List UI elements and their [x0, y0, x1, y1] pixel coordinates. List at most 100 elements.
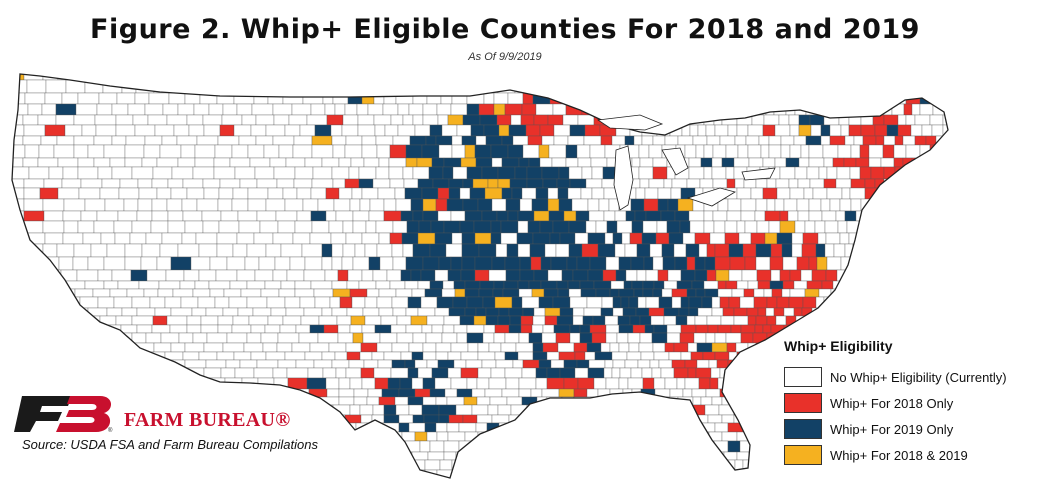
county-cell — [281, 79, 298, 94]
county-cell — [375, 166, 390, 180]
county-cell — [62, 210, 82, 222]
county-cell — [422, 351, 437, 361]
county-cell — [388, 157, 407, 168]
county-cell — [37, 377, 59, 390]
county-cell — [12, 198, 25, 212]
county-cell — [109, 351, 131, 361]
county-cell — [953, 270, 964, 281]
county-cell — [517, 351, 534, 361]
county-cell — [161, 135, 178, 146]
county-cell — [546, 351, 560, 361]
county-cell — [519, 269, 535, 282]
county-cell — [133, 459, 154, 471]
county-cell — [763, 114, 780, 126]
county-cell — [548, 210, 565, 222]
county-cell — [713, 440, 729, 453]
county-cell — [521, 367, 537, 379]
county-cell — [328, 342, 347, 353]
county-cell — [844, 296, 858, 309]
county-cell — [625, 422, 637, 433]
county-cell — [557, 187, 569, 200]
county-cell — [446, 396, 465, 406]
county-cell — [218, 220, 240, 234]
county-cell — [561, 459, 580, 471]
county-cell — [446, 198, 464, 212]
county-cell — [617, 315, 631, 326]
county-cell — [260, 288, 280, 298]
county-cell — [282, 315, 302, 326]
county-cell — [257, 459, 277, 471]
county-cell — [614, 243, 626, 258]
county-cell — [826, 256, 842, 271]
county-cell — [709, 377, 719, 390]
county-cell — [138, 62, 152, 71]
county-cell — [299, 296, 316, 309]
county-cell — [947, 232, 948, 245]
county-cell — [269, 157, 287, 168]
county-cell — [618, 451, 635, 461]
county-cell — [184, 459, 203, 471]
county-cell — [93, 157, 111, 168]
county-cell — [865, 243, 875, 258]
county-cell — [422, 79, 439, 94]
farm-bureau-wordmark: FARM BUREAU® — [124, 409, 291, 431]
county-cell — [618, 342, 630, 353]
county-cell — [441, 124, 458, 137]
county-cell — [489, 451, 504, 461]
county-cell — [694, 315, 708, 326]
county-cell — [229, 157, 251, 168]
county-cell — [722, 307, 735, 317]
county-cell — [330, 232, 347, 245]
county-cell — [390, 367, 409, 379]
county-cell — [467, 79, 482, 94]
county-cell — [896, 307, 909, 317]
county-cell — [461, 232, 476, 245]
county-cell — [81, 124, 97, 137]
county-cell — [391, 296, 409, 309]
county-cell — [460, 157, 477, 168]
county-cell — [858, 469, 868, 478]
county-cell — [417, 232, 436, 245]
county-cell — [782, 256, 798, 271]
county-cell — [762, 324, 772, 334]
county-cell — [23, 187, 41, 200]
county-cell — [481, 166, 499, 180]
county-cell — [698, 377, 711, 390]
county-cell — [218, 187, 234, 200]
county-cell — [955, 62, 968, 71]
county-cell — [649, 359, 660, 369]
county-cell — [72, 377, 95, 390]
county-cell — [676, 377, 686, 390]
county-cell — [633, 288, 644, 298]
county-cell — [423, 74, 436, 81]
county-cell — [747, 144, 762, 159]
county-cell — [788, 296, 804, 309]
county-cell — [928, 243, 944, 258]
county-cell — [390, 114, 404, 126]
county-cell — [820, 198, 831, 212]
county-cell — [427, 451, 445, 461]
county-cell — [12, 451, 25, 461]
county-cell — [374, 324, 392, 334]
county-cell — [874, 307, 886, 317]
county-cell — [289, 414, 311, 424]
county-cell — [740, 324, 756, 334]
county-cell — [504, 332, 520, 344]
county-cell — [454, 288, 466, 298]
county-cell — [62, 166, 79, 180]
county-cell — [437, 114, 449, 126]
county-cell — [431, 157, 445, 168]
legend-item-2018: Whip+ For 2018 Only — [784, 390, 1054, 416]
county-cell — [405, 144, 423, 159]
county-cell — [726, 210, 742, 222]
county-cell — [166, 315, 188, 326]
county-cell — [132, 114, 149, 126]
county-cell — [375, 280, 391, 290]
county-cell — [958, 289, 973, 297]
county-cell — [731, 288, 745, 298]
county-cell — [221, 114, 243, 126]
county-cell — [477, 351, 496, 361]
county-cell — [272, 135, 295, 146]
county-cell — [766, 198, 776, 212]
county-cell — [780, 135, 795, 146]
